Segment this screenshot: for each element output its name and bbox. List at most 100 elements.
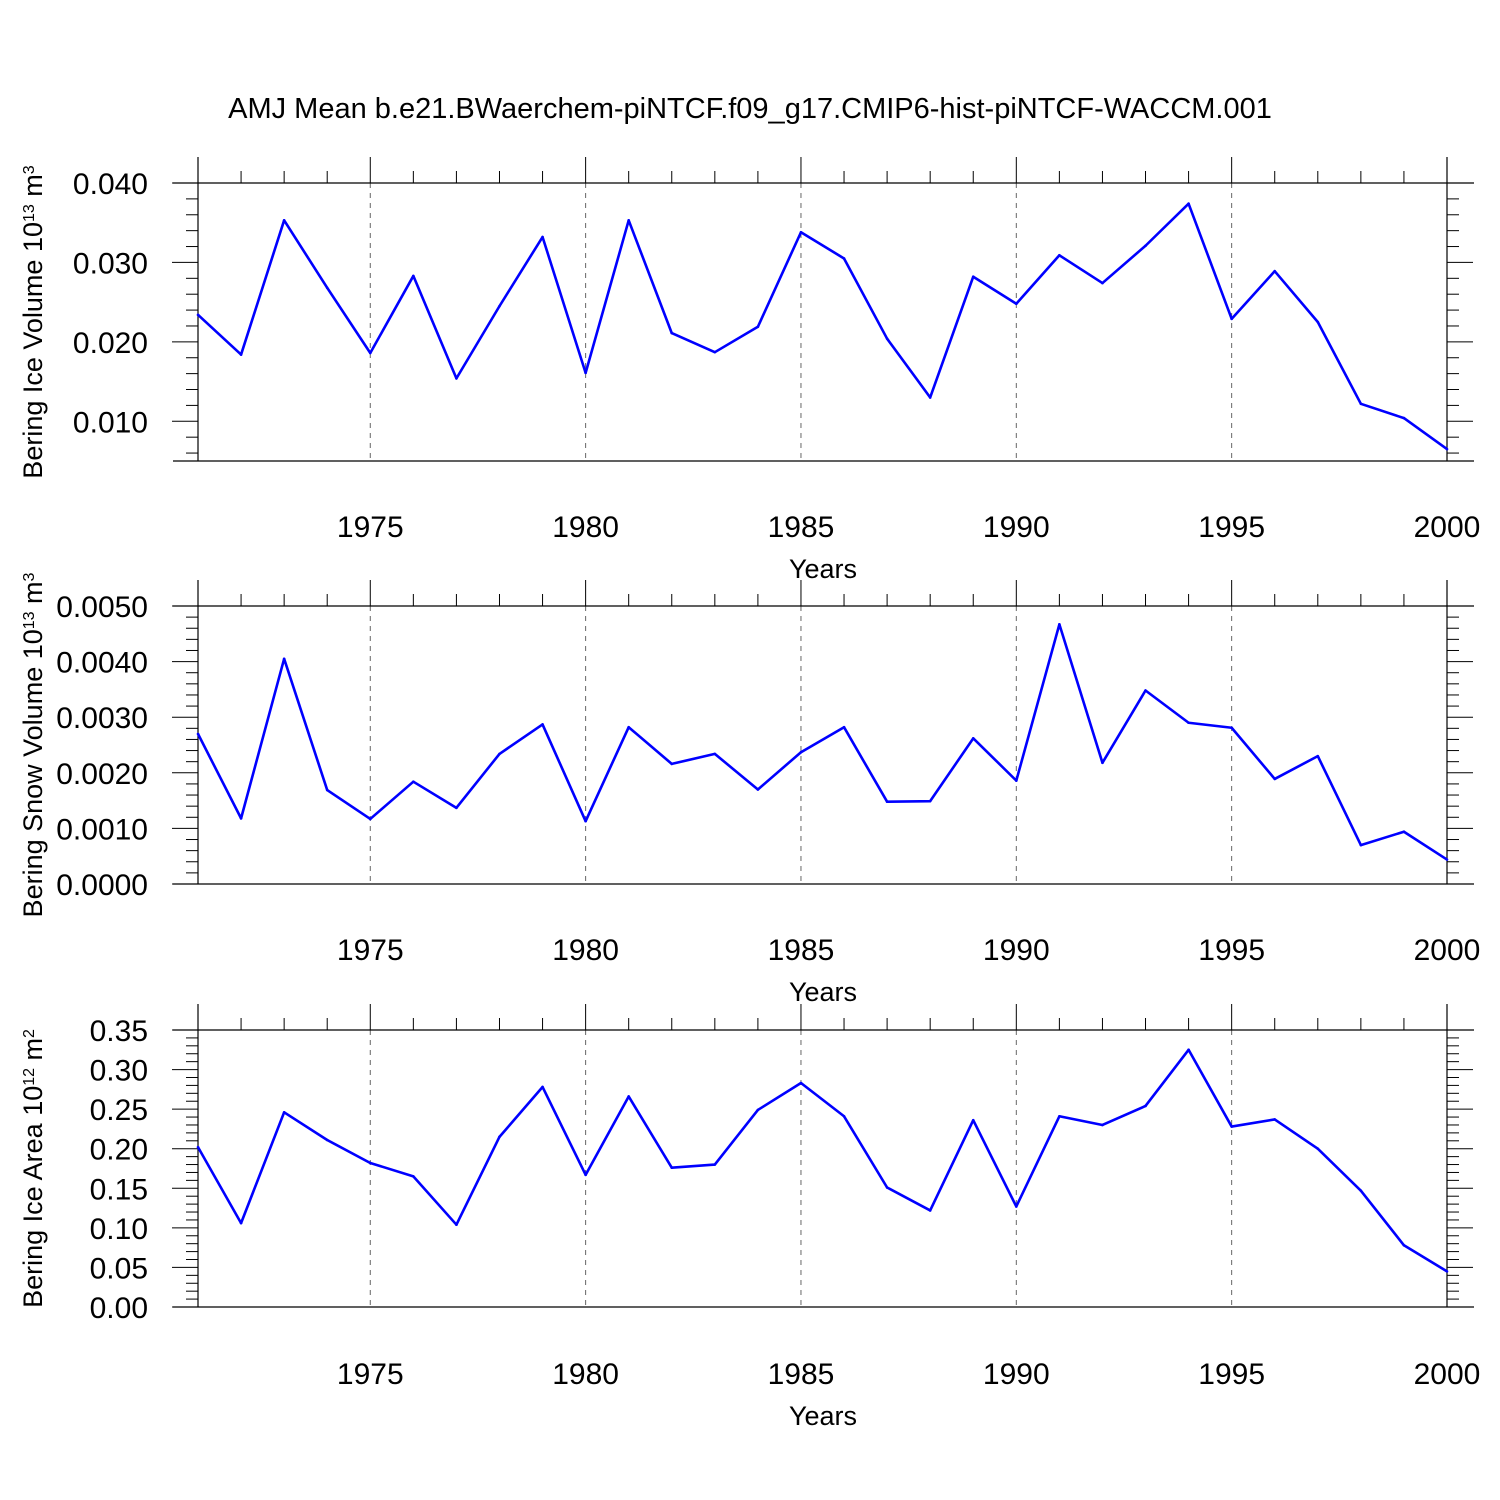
data-point (627, 1095, 630, 1098)
x-axis-label: Years (789, 977, 857, 1007)
data-point (584, 371, 587, 375)
data-point (498, 304, 501, 308)
data-point (498, 1135, 501, 1139)
data-point (1402, 1243, 1406, 1247)
data-point (455, 1223, 458, 1226)
data-point (196, 313, 200, 317)
data-point (799, 1081, 803, 1085)
data-point (1402, 830, 1406, 834)
data-point (1101, 1123, 1104, 1127)
data-point (282, 219, 286, 222)
data-point (1187, 1048, 1190, 1052)
series-line-ice-volume (197, 202, 1448, 451)
data-point (670, 762, 674, 766)
data-point (1316, 320, 1320, 324)
y-tick-label: 0.0030 (56, 702, 148, 735)
data-point (1273, 777, 1277, 781)
y-tick-label: 0.030 (73, 247, 148, 280)
x-tick-label: 1990 (983, 934, 1050, 967)
y-tick-label: 0.0010 (56, 813, 148, 846)
y-tick-label: 0.10 (90, 1213, 148, 1246)
data-point (1273, 269, 1277, 273)
data-point (325, 788, 329, 792)
x-tick-label: 1990 (983, 1358, 1050, 1391)
y-tick-label: 0.20 (90, 1134, 148, 1167)
y-tick-label: 0.010 (73, 406, 148, 439)
data-point (239, 817, 243, 820)
data-point (282, 657, 286, 661)
x-tick-label: 1995 (1198, 511, 1265, 544)
x-tick-label: 1975 (337, 511, 404, 544)
y-tick-label: 0.020 (73, 327, 148, 360)
data-point (239, 353, 243, 356)
data-point (412, 1175, 415, 1178)
x-axis-label: Years (789, 554, 857, 584)
data-point (196, 1145, 200, 1149)
x-tick-label: 1980 (552, 511, 619, 544)
data-point (842, 1114, 846, 1118)
data-point (1230, 1125, 1233, 1128)
y-tick-label: 0.0000 (56, 869, 148, 902)
y-axis-label: Bering Snow Volume 1013 m3 (18, 572, 48, 917)
data-point (584, 819, 587, 823)
y-tick-label: 0.0020 (56, 758, 148, 791)
y-tick-label: 0.15 (90, 1173, 148, 1206)
x-axis-label: Years (789, 1401, 857, 1431)
data-point (842, 257, 846, 260)
x-tick-label: 1990 (983, 511, 1050, 544)
data-point (1187, 721, 1190, 725)
x-tick-label: 1985 (768, 511, 835, 544)
panel-snow-volume: 0.0000 0.0010 0.0020 0.0030 0.0040 0.0050 1975… (18, 572, 1480, 1007)
data-point (1230, 726, 1233, 730)
data-point (928, 396, 932, 399)
data-point (756, 788, 760, 791)
data-point (756, 1108, 760, 1112)
data-point (1359, 1189, 1363, 1192)
data-point (1359, 843, 1363, 847)
data-point (713, 1163, 717, 1166)
data-point (670, 1166, 674, 1170)
y-axis-label: Bering Ice Volume 1013 m3 (18, 165, 48, 478)
data-point (282, 1111, 286, 1114)
data-point (713, 350, 717, 354)
data-point (713, 752, 717, 756)
data-point (1101, 281, 1104, 285)
x-tick-label: 1985 (768, 934, 835, 967)
x-tick-label: 1995 (1198, 934, 1265, 967)
data-point (1101, 761, 1104, 765)
data-point (325, 286, 329, 290)
data-point (885, 1186, 889, 1189)
data-point (1359, 402, 1363, 406)
data-point (541, 723, 544, 726)
data-point (885, 337, 889, 340)
data-point (1144, 244, 1147, 248)
data-point (1058, 253, 1061, 257)
data-point (412, 780, 415, 783)
data-point (1015, 1205, 1018, 1208)
series-line-ice-area (196, 1048, 1448, 1273)
data-point (1058, 623, 1061, 626)
y-tick-label: 0.0040 (56, 647, 148, 680)
y-tick-label: 0.25 (90, 1094, 148, 1127)
data-point (498, 752, 501, 756)
panel-ice-volume: 0.010 0.020 0.030 0.040 1975 1980 1985 1990 1995… (18, 157, 1480, 584)
data-point (325, 1138, 329, 1142)
data-point (971, 737, 975, 740)
data-point (196, 732, 200, 736)
data-point (799, 230, 803, 234)
data-point (971, 1118, 975, 1122)
data-point (1015, 302, 1018, 306)
data-point (1316, 1147, 1320, 1151)
data-point (1445, 1270, 1449, 1273)
data-point (627, 725, 630, 729)
x-tick-label: 2000 (1414, 511, 1481, 544)
data-point (1402, 416, 1406, 420)
y-tick-label: 0.35 (90, 1015, 148, 1048)
data-point (455, 806, 458, 810)
data-point (1230, 317, 1233, 321)
data-point (1445, 447, 1449, 451)
data-point (1445, 858, 1449, 861)
data-point (1058, 1114, 1061, 1118)
x-tick-label: 1995 (1198, 1358, 1265, 1391)
